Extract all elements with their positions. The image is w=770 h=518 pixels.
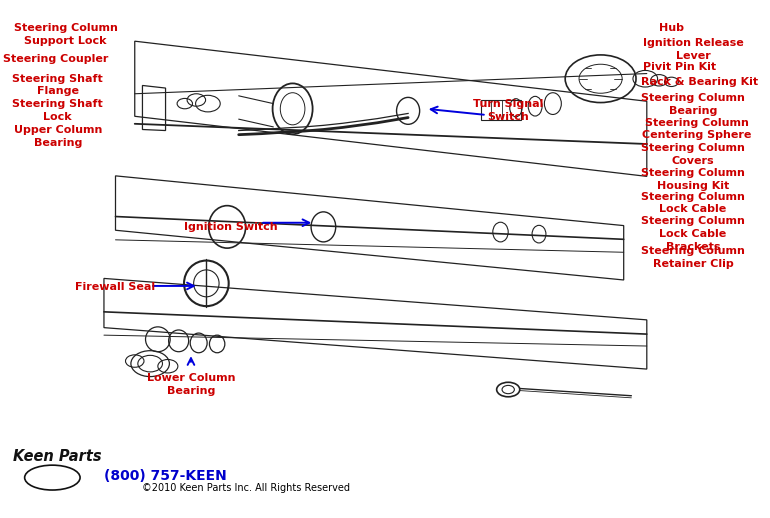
Text: Ignition Release
Lever: Ignition Release Lever: [643, 38, 743, 61]
Text: Steering Column
Covers: Steering Column Covers: [641, 143, 745, 166]
Text: Hub: Hub: [659, 23, 684, 33]
Text: Steering Column
Centering Sphere: Steering Column Centering Sphere: [642, 118, 752, 140]
Text: Turn Signal
Switch: Turn Signal Switch: [473, 99, 544, 122]
Text: Steering Coupler: Steering Coupler: [3, 54, 108, 64]
Text: Keen Parts: Keen Parts: [13, 450, 102, 464]
Text: Rack & Bearing Kit: Rack & Bearing Kit: [641, 77, 758, 87]
Text: Pivit Pin Kit: Pivit Pin Kit: [643, 62, 715, 72]
Text: Steering Column
Support Lock: Steering Column Support Lock: [14, 23, 117, 46]
Text: ©2010 Keen Parts Inc. All Rights Reserved: ©2010 Keen Parts Inc. All Rights Reserve…: [142, 483, 350, 494]
Text: (800) 757-KEEN: (800) 757-KEEN: [104, 468, 227, 483]
Text: Steering Column
Lock Cable
Brackets: Steering Column Lock Cable Brackets: [641, 216, 745, 252]
Text: Steering Column
Housing Kit: Steering Column Housing Kit: [641, 168, 745, 191]
Text: Steering Column
Lock Cable: Steering Column Lock Cable: [641, 192, 745, 214]
Text: Ignition Switch: Ignition Switch: [184, 222, 278, 232]
Text: Steering Column
Retainer Clip: Steering Column Retainer Clip: [641, 246, 745, 269]
Text: Firewall Seal: Firewall Seal: [75, 282, 156, 292]
Text: Upper Column
Bearing: Upper Column Bearing: [14, 125, 102, 148]
Text: Steering Shaft
Flange: Steering Shaft Flange: [12, 74, 103, 96]
Text: Lower Column
Bearing: Lower Column Bearing: [147, 373, 235, 396]
Text: Steering Shaft
Lock: Steering Shaft Lock: [12, 99, 103, 122]
Text: Steering Column
Bearing: Steering Column Bearing: [641, 93, 745, 116]
